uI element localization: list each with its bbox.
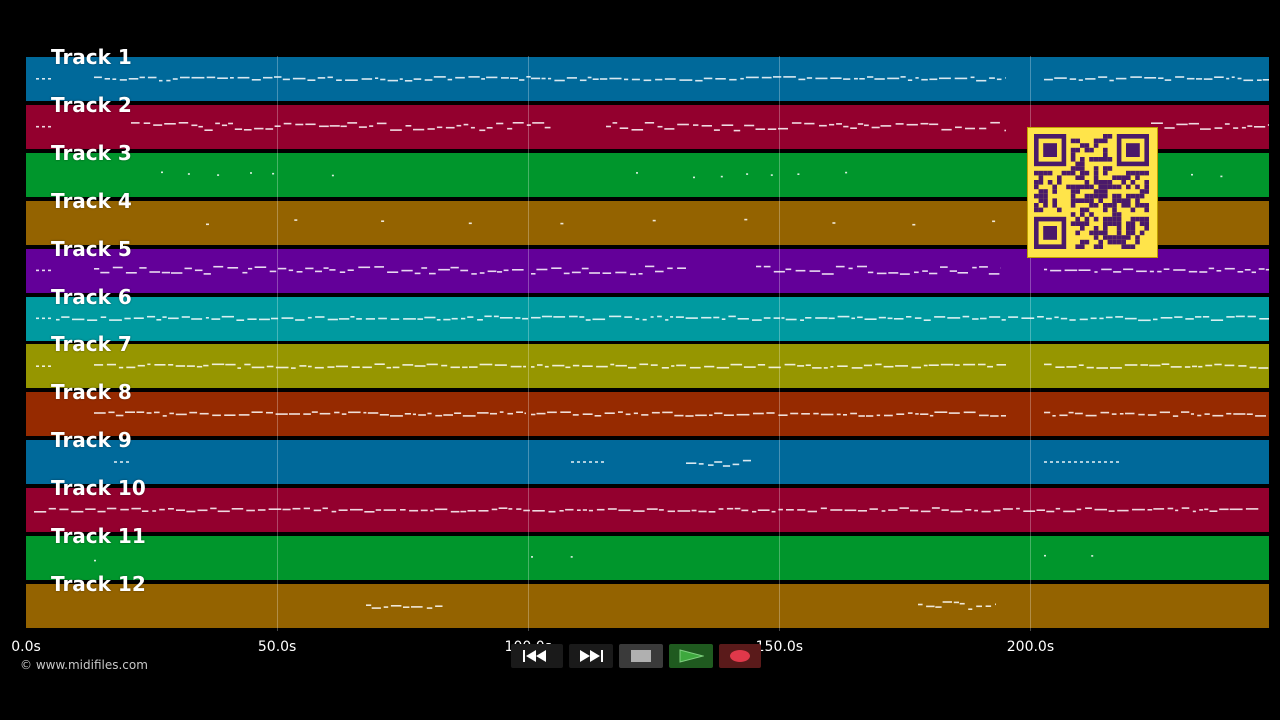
track-label: Track 6 — [51, 284, 132, 309]
grid-line — [1030, 56, 1032, 631]
track-label: Track 3 — [51, 140, 132, 165]
track-label: Track 11 — [51, 524, 146, 548]
grid-line — [277, 56, 279, 631]
play-button[interactable] — [669, 644, 713, 668]
grid-line — [779, 56, 781, 631]
track-label: Track 9 — [51, 428, 132, 453]
track-label: Track 10 — [51, 476, 146, 501]
stop-button[interactable] — [619, 644, 663, 668]
time-tick-label: 50.0s — [257, 639, 297, 655]
record-icon — [730, 650, 750, 662]
copyright-text: © www.midifiles.com — [20, 658, 148, 672]
track-label: Track 1 — [51, 45, 132, 69]
track-label: Track 4 — [51, 188, 132, 213]
track-row[interactable]: Track 12 — [26, 572, 1269, 629]
rewind-button[interactable] — [511, 644, 563, 668]
fast-forward-button[interactable] — [569, 644, 613, 668]
time-tick-label: 150.0s — [755, 639, 804, 655]
track-row[interactable]: Track 7 — [26, 332, 1269, 390]
track-row[interactable]: Track 6 — [26, 285, 1269, 342]
rewind-icon — [523, 650, 546, 662]
track-label: Track 5 — [51, 236, 132, 261]
track-row[interactable]: Track 10 — [26, 476, 1269, 534]
time-tick-label: 200.0s — [1006, 639, 1055, 655]
stop-icon — [631, 650, 651, 662]
record-button[interactable] — [719, 644, 761, 668]
track-row[interactable]: Track 11 — [26, 524, 1269, 581]
track-label: Track 12 — [51, 571, 146, 596]
track-label: Track 7 — [51, 332, 132, 357]
transport-controls — [511, 644, 769, 670]
time-tick-label: 0.0s — [11, 639, 41, 655]
play-icon — [679, 649, 704, 663]
fast-forward-icon — [580, 650, 603, 662]
qr-code-image — [1027, 127, 1158, 258]
qr-code-icon — [1034, 134, 1149, 249]
grid-line — [528, 56, 530, 631]
track-row[interactable]: Track 1 — [26, 45, 1269, 102]
track-label: Track 8 — [51, 380, 132, 405]
track-row[interactable]: Track 8 — [26, 380, 1269, 438]
track-label: Track 2 — [51, 92, 132, 117]
track-row[interactable]: Track 9 — [26, 428, 1269, 486]
